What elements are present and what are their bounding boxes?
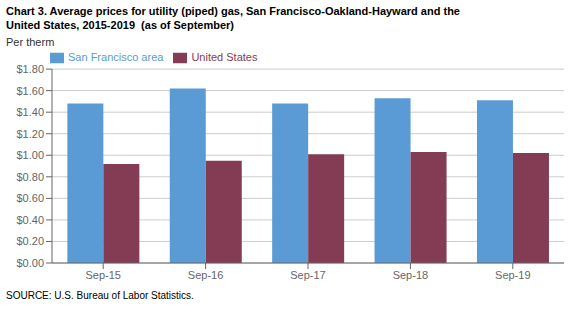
svg-text:Sep-17: Sep-17 xyxy=(290,269,325,281)
svg-text:$0.40: $0.40 xyxy=(16,214,44,226)
html-text:Chart 3. Average prices for ut: Chart 3. Average prices for utility (pip… xyxy=(6,5,460,17)
svg-text:Sep-19: Sep-19 xyxy=(495,269,530,281)
svg-text:$1.40: $1.40 xyxy=(16,106,44,118)
html-text:Per therm: Per therm xyxy=(6,36,55,48)
html-text:San Francisco area: San Francisco area xyxy=(68,51,164,63)
svg-text:$1.20: $1.20 xyxy=(16,128,44,140)
svg-text:$1.00: $1.00 xyxy=(16,149,44,161)
svg-text:Sep-18: Sep-18 xyxy=(393,269,428,281)
svg-text:$1.60: $1.60 xyxy=(16,85,44,97)
svg-text:Sep-16: Sep-16 xyxy=(188,269,223,281)
svg-text:$0.00: $0.00 xyxy=(16,257,44,269)
html-text:SOURCE: U.S. Bureau of Labor S: SOURCE: U.S. Bureau of Labor Statistics. xyxy=(6,290,194,301)
svg-text:$0.80: $0.80 xyxy=(16,171,44,183)
svg-text:$0.60: $0.60 xyxy=(16,192,44,204)
html-text:United States: United States xyxy=(191,51,258,63)
svg-text:Sep-15: Sep-15 xyxy=(85,269,120,281)
html-text:United States, 2015-2019 (as o: United States, 2015-2019 (as of Septembe… xyxy=(6,19,234,31)
svg-text:$0.20: $0.20 xyxy=(16,235,44,247)
svg-text:$1.80: $1.80 xyxy=(16,63,44,75)
